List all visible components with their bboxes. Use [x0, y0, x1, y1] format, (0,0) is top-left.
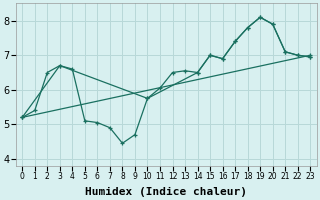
X-axis label: Humidex (Indice chaleur): Humidex (Indice chaleur): [85, 186, 247, 197]
